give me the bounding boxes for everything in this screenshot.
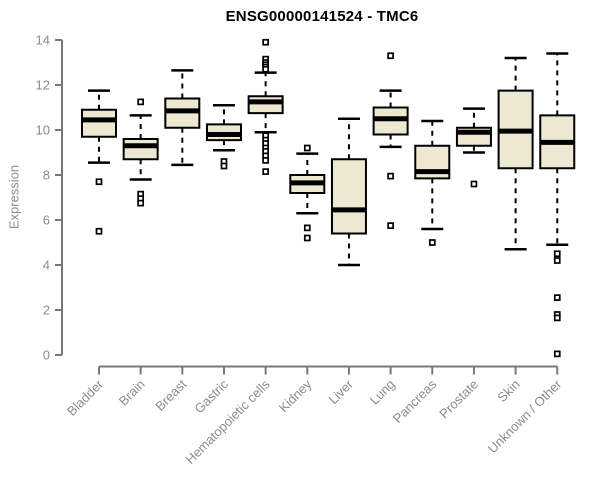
x-tick-label: Lung [367, 377, 398, 408]
outlier-point [262, 65, 269, 73]
outlier-point [137, 199, 145, 207]
boxplot-prostate [455, 107, 492, 188]
boxplot-skin [497, 56, 534, 251]
y-tick-label: 0 [43, 348, 50, 363]
boxplot-breast [164, 69, 201, 167]
outlier-point [137, 98, 145, 106]
outlier-point [553, 294, 561, 301]
outlier-point [553, 314, 561, 322]
x-tick-label: Prostate [436, 377, 481, 422]
outlier-point [95, 227, 103, 235]
boxplot-lung [372, 52, 409, 229]
x-tick-label: Breast [152, 376, 189, 413]
outlier-point [262, 38, 269, 46]
x-tick-label: Gastric [191, 376, 231, 416]
iqr-box [81, 108, 117, 138]
x-tick-label: Liver [326, 376, 357, 407]
y-tick-label: 12 [36, 78, 50, 93]
outlier-point [262, 157, 269, 164]
outlier-point [553, 257, 561, 264]
y-tick-label: 14 [36, 33, 50, 48]
boxplot-liver [330, 117, 367, 267]
outlier-point [262, 168, 269, 175]
outlier-point [95, 178, 103, 186]
outlier-point [387, 172, 394, 180]
y-tick-label: 2 [43, 303, 50, 318]
y-tick-label: 10 [36, 123, 50, 138]
boxplot-pancreas [414, 119, 451, 246]
outlier-point [387, 222, 394, 229]
y-tick-label: 6 [43, 213, 50, 228]
boxplot-hematopoietic-cells [247, 38, 284, 175]
iqr-box [247, 95, 284, 115]
y-tick-label: 4 [43, 258, 50, 273]
outlier-point [428, 239, 436, 246]
outlier-point [303, 144, 311, 152]
iqr-box [330, 158, 367, 235]
boxplot-brain [122, 98, 159, 207]
x-tick-label: Skin [494, 377, 522, 405]
boxplot-unknown-other [539, 52, 576, 358]
outlier-point [470, 180, 478, 188]
outlier-point [553, 250, 561, 258]
y-axis: 0 2 4 6 8 10 12 14 [36, 33, 63, 363]
chart-title: ENSG00000141524 - TMC6 [225, 8, 419, 25]
outlier-point [220, 162, 228, 170]
outlier-point [303, 234, 311, 242]
x-tick-label: Kidney [276, 376, 315, 415]
iqr-box [122, 138, 159, 161]
outlier-point [387, 52, 394, 60]
x-tick-label: Unknown / Other [485, 376, 565, 456]
boxplot-kidney [289, 144, 326, 242]
x-tick-label: Pancreas [390, 376, 440, 426]
outlier-point [553, 350, 561, 358]
boxplot-gastric [205, 104, 242, 170]
boxplot-bladder [81, 89, 117, 235]
outlier-point [303, 224, 311, 232]
y-tick-label: 8 [43, 168, 50, 183]
x-tick-label: Bladder [64, 376, 107, 419]
x-tick-label: Brain [116, 377, 148, 409]
